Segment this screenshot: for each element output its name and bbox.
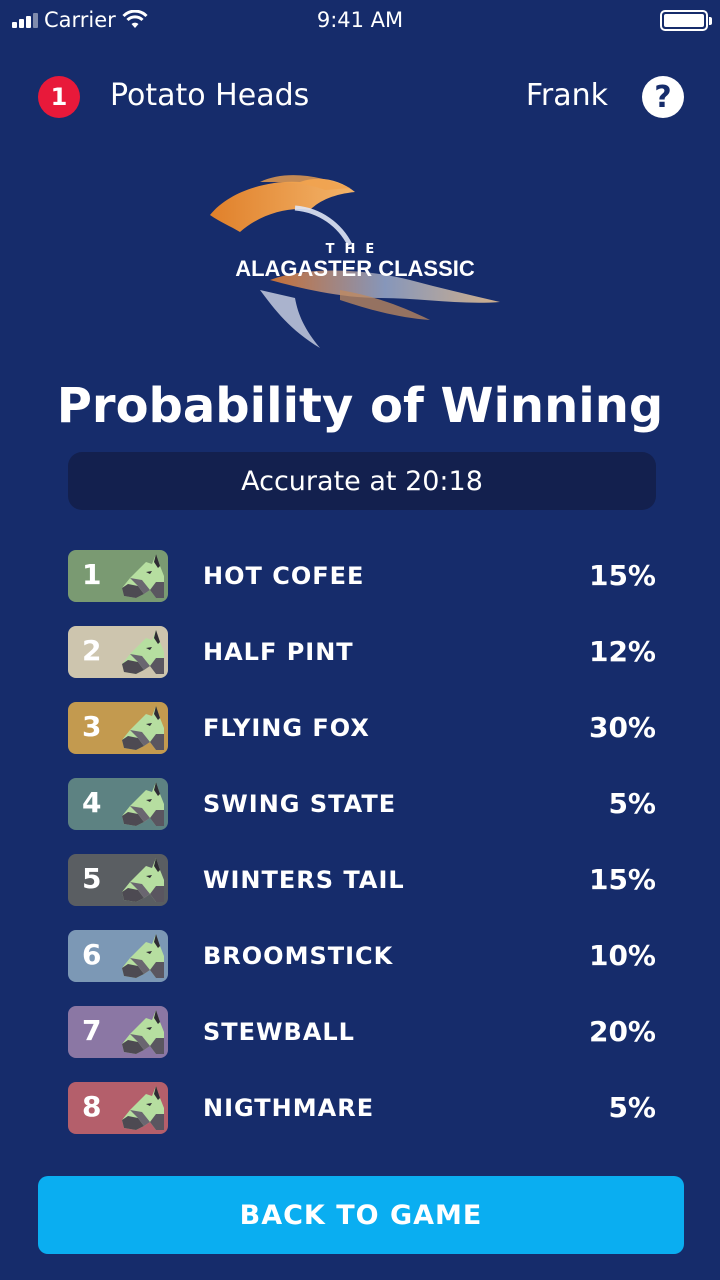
- status-bar: Carrier 9:41 AM: [0, 0, 720, 42]
- runner-row[interactable]: 3 FLYING FOX 30%: [68, 702, 656, 778]
- runner-badge: 5: [68, 854, 168, 906]
- horse-head-icon: [122, 1086, 164, 1130]
- runner-row[interactable]: 7 STEWBALL 20%: [68, 1006, 656, 1082]
- runner-number: 6: [82, 938, 102, 971]
- runner-row[interactable]: 5 WINTERS TAIL 15%: [68, 854, 656, 930]
- runner-row[interactable]: 6 BROOMSTICK 10%: [68, 930, 656, 1006]
- horse-logo-icon: [210, 175, 500, 348]
- runner-badge: 7: [68, 1006, 168, 1058]
- runner-list: 1 HOT COFEE 15% 2 HALF PINT 12% 3 FLYING…: [68, 550, 656, 1158]
- logo-the: THE: [325, 242, 385, 257]
- horse-head-icon: [122, 630, 164, 674]
- runner-name: WINTERS TAIL: [203, 866, 405, 894]
- carrier-label: Carrier: [44, 8, 116, 32]
- runner-number: 1: [82, 558, 102, 591]
- logo-name: ALAGASTER CLASSIC: [235, 256, 475, 281]
- header: 1 Potato Heads Frank ?: [0, 74, 720, 118]
- race-logo: THE ALAGASTER CLASSIC: [200, 170, 510, 355]
- user-name[interactable]: Frank: [525, 78, 608, 113]
- runner-number: 7: [82, 1014, 102, 1047]
- runner-probability: 12%: [588, 635, 656, 668]
- runner-probability: 15%: [588, 863, 656, 896]
- status-time: 9:41 AM: [316, 8, 404, 32]
- runner-number: 4: [82, 786, 102, 819]
- runner-row[interactable]: 2 HALF PINT 12%: [68, 626, 656, 702]
- runner-row[interactable]: 8 NIGTHMARE 5%: [68, 1082, 656, 1158]
- runner-name: HOT COFEE: [203, 562, 365, 590]
- signal-icon: [12, 12, 38, 28]
- runner-number: 2: [82, 634, 102, 667]
- runner-badge: 2: [68, 626, 168, 678]
- horse-head-icon: [122, 782, 164, 826]
- horse-head-icon: [122, 554, 164, 598]
- runner-name: HALF PINT: [203, 638, 354, 666]
- horse-head-icon: [122, 706, 164, 750]
- timestamp-banner: Accurate at 20:18: [68, 452, 656, 510]
- runner-row[interactable]: 4 SWING STATE 5%: [68, 778, 656, 854]
- runner-probability: 5%: [608, 787, 656, 820]
- runner-name: NIGTHMARE: [203, 1094, 375, 1122]
- runner-name: FLYING FOX: [203, 714, 370, 742]
- runner-badge: 1: [68, 550, 168, 602]
- runner-badge: 8: [68, 1082, 168, 1134]
- runner-badge: 3: [68, 702, 168, 754]
- team-name: Potato Heads: [110, 78, 310, 113]
- notification-badge[interactable]: 1: [38, 76, 80, 118]
- runner-name: SWING STATE: [203, 790, 397, 818]
- horse-head-icon: [122, 1010, 164, 1054]
- runner-badge: 6: [68, 930, 168, 982]
- runner-number: 8: [82, 1090, 102, 1123]
- wifi-icon: [122, 10, 148, 28]
- runner-row[interactable]: 1 HOT COFEE 15%: [68, 550, 656, 626]
- runner-number: 5: [82, 862, 102, 895]
- runner-probability: 15%: [588, 559, 656, 592]
- runner-name: BROOMSTICK: [203, 942, 394, 970]
- runner-probability: 20%: [588, 1015, 656, 1048]
- runner-probability: 5%: [608, 1091, 656, 1124]
- battery-icon: [660, 10, 712, 31]
- runner-number: 3: [82, 710, 102, 743]
- runner-probability: 10%: [588, 939, 656, 972]
- back-to-game-button[interactable]: BACK TO GAME: [38, 1176, 684, 1254]
- runner-probability: 30%: [588, 711, 656, 744]
- help-button[interactable]: ?: [642, 76, 684, 118]
- runner-badge: 4: [68, 778, 168, 830]
- runner-name: STEWBALL: [203, 1018, 355, 1046]
- timestamp-text: Accurate at 20:18: [241, 465, 483, 497]
- horse-head-icon: [122, 934, 164, 978]
- horse-head-icon: [122, 858, 164, 902]
- page-title: Probability of Winning: [56, 378, 664, 434]
- status-left: Carrier: [12, 8, 148, 32]
